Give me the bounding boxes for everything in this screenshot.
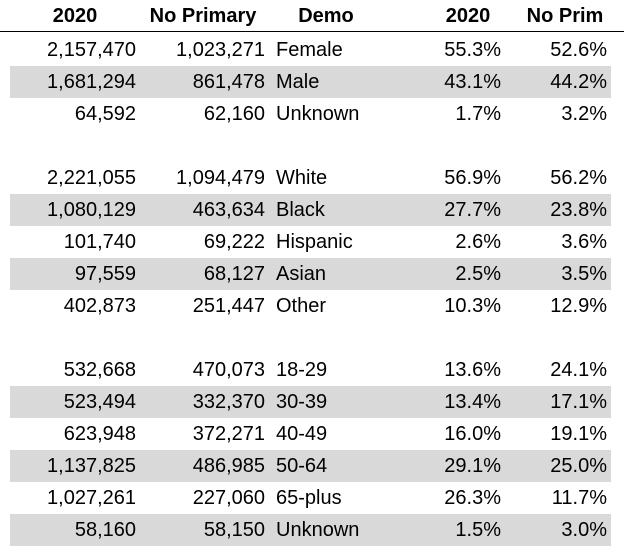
- table-header: 2020 No Primary Demo 2020 No Prim: [0, 0, 624, 32]
- no-primary-cell: 251,447: [192, 295, 265, 317]
- demo-cell: Female: [276, 39, 343, 61]
- demo-cell: Other: [276, 295, 327, 317]
- total-cell: 101,740: [63, 231, 136, 253]
- demo-cell: 18-29: [276, 359, 328, 381]
- no-primary-cell: 861,478: [192, 71, 265, 93]
- total-cell: 532,668: [63, 359, 136, 381]
- pct-2020-cell: 13.4%: [444, 391, 501, 413]
- header-2020-pct: 2020: [445, 5, 491, 27]
- pct-no-prim-cell: 3.5%: [561, 263, 607, 285]
- pct-no-prim-cell: 19.1%: [550, 423, 607, 445]
- pct-no-prim-cell: 23.8%: [550, 199, 607, 221]
- total-cell: 1,681,294: [47, 71, 136, 93]
- total-cell: 97,559: [74, 263, 136, 285]
- table-row: 402,873 251,447 Other 10.3% 12.9%: [10, 290, 611, 322]
- no-primary-cell: 332,370: [192, 391, 265, 413]
- total-cell: 523,494: [63, 391, 136, 413]
- demo-cell: 65-plus: [276, 487, 342, 509]
- total-cell: 623,948: [63, 423, 136, 445]
- no-primary-cell: 58,150: [203, 519, 265, 541]
- pct-2020-cell: 55.3%: [444, 39, 501, 61]
- no-primary-cell: 470,073: [192, 359, 265, 381]
- demo-cell: White: [276, 167, 328, 189]
- header-no-primary: No Primary: [149, 5, 257, 27]
- pct-no-prim-cell: 11.7%: [551, 487, 607, 509]
- pct-2020-cell: 2.5%: [455, 263, 501, 285]
- no-primary-cell: 62,160: [203, 103, 265, 125]
- pct-2020-cell: 13.6%: [444, 359, 501, 381]
- pct-2020-cell: 56.9%: [444, 167, 501, 189]
- pct-no-prim-cell: 24.1%: [550, 359, 607, 381]
- table-row: 523,494 332,370 30-39 13.4% 17.1%: [10, 386, 611, 418]
- table-row: 1,137,825 486,985 50-64 29.1% 25.0%: [10, 450, 611, 482]
- no-primary-cell: 1,023,271: [176, 39, 265, 61]
- no-primary-cell: 1,094,479: [176, 167, 265, 189]
- demo-cell: Black: [276, 199, 325, 221]
- table-row: 623,948 372,271 40-49 16.0% 19.1%: [10, 418, 611, 450]
- pct-2020-cell: 2.6%: [455, 231, 501, 253]
- table-row: 2,157,470 1,023,271 Female 55.3% 52.6%: [10, 34, 611, 66]
- pct-no-prim-cell: 3.6%: [561, 231, 607, 253]
- table-row: 1,681,294 861,478 Male 43.1% 44.2%: [10, 66, 611, 98]
- table-row: 97,559 68,127 Asian 2.5% 3.5%: [10, 258, 611, 290]
- pct-no-prim-cell: 3.0%: [561, 519, 607, 541]
- no-primary-cell: 372,271: [192, 423, 265, 445]
- pct-2020-cell: 1.5%: [455, 519, 501, 541]
- table-row: 64,592 62,160 Unknown 1.7% 3.2%: [10, 98, 611, 130]
- no-primary-cell: 486,985: [192, 455, 265, 477]
- total-cell: 58,160: [74, 519, 136, 541]
- pct-no-prim-cell: 12.9%: [550, 295, 607, 317]
- table-row: 101,740 69,222 Hispanic 2.6% 3.6%: [10, 226, 611, 258]
- pct-no-prim-cell: 56.2%: [550, 167, 607, 189]
- total-cell: 64,592: [74, 103, 136, 125]
- no-primary-cell: 227,060: [192, 487, 265, 509]
- demo-cell: Male: [276, 71, 320, 93]
- total-cell: 2,221,055: [47, 167, 136, 189]
- no-primary-cell: 69,222: [203, 231, 265, 253]
- demo-cell: 50-64: [276, 455, 328, 477]
- pct-no-prim-cell: 3.2%: [561, 103, 607, 125]
- pct-2020-cell: 1.7%: [455, 103, 501, 125]
- demo-cell: Unknown: [276, 519, 360, 541]
- no-primary-cell: 68,127: [203, 263, 265, 285]
- pct-2020-cell: 10.3%: [444, 295, 501, 317]
- pct-2020-cell: 27.7%: [444, 199, 501, 221]
- demo-cell: 30-39: [276, 391, 328, 413]
- table-row: 532,668 470,073 18-29 13.6% 24.1%: [10, 354, 611, 386]
- table-row: 2,221,055 1,094,479 White 56.9% 56.2%: [10, 162, 611, 194]
- demo-cell: 40-49: [276, 423, 328, 445]
- pct-no-prim-cell: 25.0%: [550, 455, 607, 477]
- total-cell: 402,873: [63, 295, 136, 317]
- header-2020-total: 2020: [52, 5, 98, 27]
- no-primary-cell: 463,634: [192, 199, 265, 221]
- demo-cell: Hispanic: [276, 231, 353, 253]
- total-cell: 1,080,129: [47, 199, 136, 221]
- pct-2020-cell: 29.1%: [444, 455, 501, 477]
- demo-cell: Asian: [276, 263, 327, 285]
- header-demo: Demo: [298, 5, 354, 27]
- total-cell: 1,137,825: [47, 455, 136, 477]
- table-row: 1,080,129 463,634 Black 27.7% 23.8%: [10, 194, 611, 226]
- pct-2020-cell: 26.3%: [444, 487, 501, 509]
- pct-no-prim-cell: 44.2%: [550, 71, 607, 93]
- pct-2020-cell: 43.1%: [444, 71, 501, 93]
- pct-2020-cell: 16.0%: [444, 423, 501, 445]
- table-row: 58,160 58,150 Unknown 1.5% 3.0%: [10, 514, 611, 546]
- pct-no-prim-cell: 17.1%: [550, 391, 607, 413]
- total-cell: 1,027,261: [47, 487, 136, 509]
- header-no-prim-pct: No Prim: [526, 5, 604, 27]
- total-cell: 2,157,470: [47, 39, 136, 61]
- table-row: 1,027,261 227,060 65-plus 26.3% 11.7%: [10, 482, 611, 514]
- demo-cell: Unknown: [276, 103, 360, 125]
- pct-no-prim-cell: 52.6%: [550, 39, 607, 61]
